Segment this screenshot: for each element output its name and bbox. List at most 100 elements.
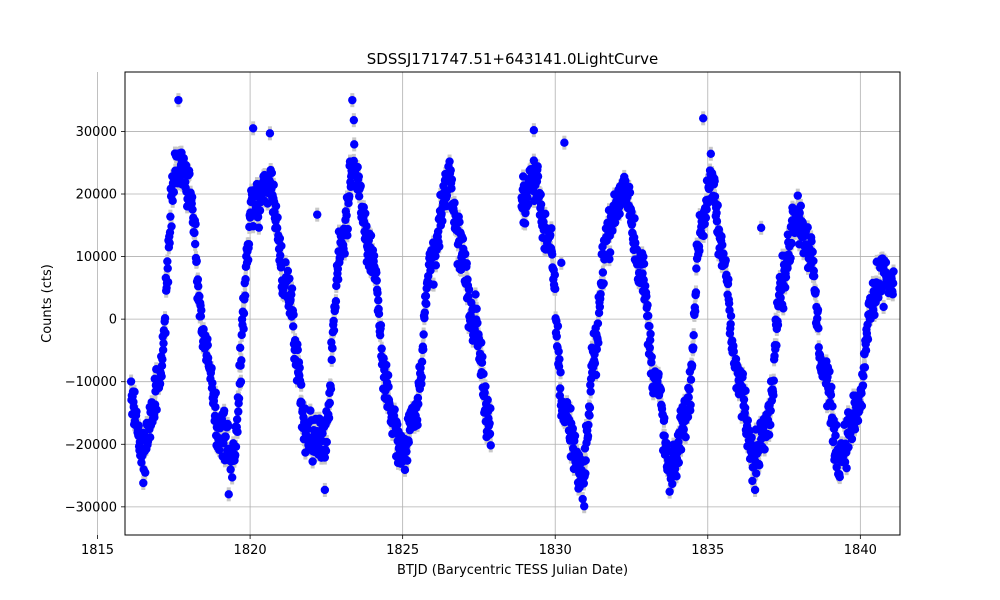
data-point [888,279,898,288]
data-point [523,200,533,209]
data-point [747,433,756,442]
data-point [698,114,708,123]
data-point [379,354,388,363]
data-point [271,201,281,211]
data-point [536,200,546,209]
data-point [581,456,590,465]
data-point [615,209,624,219]
data-point [384,382,393,391]
data-point [354,192,364,201]
data-point [197,306,206,315]
data-point [726,311,736,321]
x-tick-label: 1815 [81,543,114,558]
data-point [231,450,240,460]
data-point [421,291,431,301]
data-point [781,272,791,282]
data-point [155,379,165,388]
data-point [586,387,595,396]
data-point [645,343,655,352]
data-point [331,303,340,312]
x-tick-label: 1835 [691,543,724,558]
data-point [605,248,615,257]
data-point [685,385,694,394]
data-point [691,288,701,297]
data-point [486,441,495,450]
x-axis-ticks: 1815 1820 1825 1830 1835 1840 [81,535,877,558]
data-point [190,239,200,249]
data-point [404,438,413,447]
data-point [645,322,654,331]
data-point [769,390,778,400]
data-point [557,258,566,268]
data-point [692,264,701,273]
data-point [825,367,834,376]
data-point [807,237,816,246]
data-point [161,328,170,338]
data-point [239,324,248,334]
data-point [241,275,250,284]
data-point [850,425,860,434]
data-point [888,290,897,299]
data-point [322,437,331,447]
data-point [654,369,663,379]
data-point [402,447,411,456]
data-point [533,172,543,181]
data-point [870,310,879,320]
data-point [203,334,212,344]
data-point [414,399,423,409]
data-point [828,402,837,411]
data-point [254,223,264,232]
data-point [340,249,349,258]
data-point [438,216,447,226]
data-point [639,252,648,261]
data-point [879,302,888,312]
data-point [676,445,686,454]
data-point [480,388,489,397]
data-point [639,259,649,269]
data-point [354,172,363,181]
data-point [263,199,272,208]
data-point [570,431,580,440]
data-point [288,322,298,331]
data-point [478,352,487,361]
data-point [255,206,265,215]
data-point [555,384,565,393]
data-point [139,478,148,488]
data-point [713,201,722,210]
data-point [295,363,304,372]
data-point [717,232,726,241]
data-point [211,388,220,397]
data-point [473,318,482,328]
y-tick-label: 20000 [76,188,117,203]
data-point [236,377,246,386]
data-point [672,472,681,481]
data-point [472,304,481,314]
data-point [328,344,337,353]
data-point [145,433,155,442]
data-point [345,192,354,201]
data-point [393,420,402,429]
data-point [187,192,197,202]
data-point [644,311,653,320]
data-point [277,241,286,251]
data-point [349,156,359,166]
data-point [766,406,775,415]
data-point [826,390,836,400]
data-point [400,465,410,475]
data-point [701,213,711,222]
data-point [437,209,446,219]
data-point [163,277,173,287]
data-point [326,384,336,394]
x-tick-label: 1840 [844,543,877,558]
data-point [234,394,244,403]
data-point [521,208,530,218]
data-point [350,140,359,149]
data-point [450,198,459,208]
data-point [755,461,764,470]
data-point [240,291,250,300]
data-point [356,181,365,191]
data-point [429,280,438,289]
data-point [590,359,600,368]
